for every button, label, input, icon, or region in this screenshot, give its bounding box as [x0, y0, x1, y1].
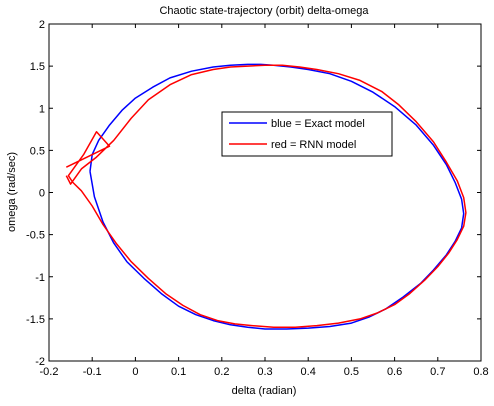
y-tick-label: -2: [35, 356, 45, 368]
legend: blue = Exact model red = RNN model: [221, 111, 393, 157]
y-tick-label: 1.5: [30, 61, 45, 73]
legend-label-exact: blue = Exact model: [271, 118, 365, 130]
x-tick-label: 0.3: [257, 366, 272, 378]
x-tick-label: 0.2: [214, 366, 229, 378]
plot-area-frame: [48, 23, 482, 362]
x-tick-label: 0.1: [171, 366, 186, 378]
y-tick-label: -1: [35, 272, 45, 284]
chart-title: Chaotic state-trajectory (orbit) delta-o…: [159, 5, 369, 17]
x-tick-label: 0.5: [344, 366, 359, 378]
y-tick-label: 1: [39, 103, 45, 115]
y-axis-label: omega (rad/sec): [6, 152, 18, 232]
x-axis: -0.2 -0.1 0 0.1 0.2 0.3 0.4 0.5 0.6 0.7 0.8: [40, 24, 489, 378]
y-tick-label: 0: [39, 188, 45, 200]
y-tick-label: -0.5: [26, 230, 45, 242]
x-tick-label: 0.6: [387, 366, 402, 378]
x-tick-label: -0.2: [40, 366, 59, 378]
x-axis-label: delta (radian): [232, 385, 297, 397]
y-axis: -2 -1.5 -1 -0.5 0 0.5 1 1.5 2: [26, 19, 481, 368]
x-tick-label: -0.1: [83, 366, 102, 378]
legend-box: [221, 111, 393, 157]
y-tick-label: -1.5: [26, 314, 45, 326]
x-tick-label: 0.7: [430, 366, 445, 378]
legend-label-rnn: red = RNN model: [271, 139, 356, 151]
x-tick-label: 0.4: [301, 366, 316, 378]
x-tick-label: 0.8: [473, 366, 488, 378]
y-tick-label: 2: [39, 19, 45, 31]
series-line-1: [65, 64, 467, 329]
series-line-0: [89, 63, 465, 330]
y-tick-label: 0.5: [30, 145, 45, 157]
x-tick-label: 0: [132, 366, 138, 378]
series-layer: [65, 63, 467, 330]
